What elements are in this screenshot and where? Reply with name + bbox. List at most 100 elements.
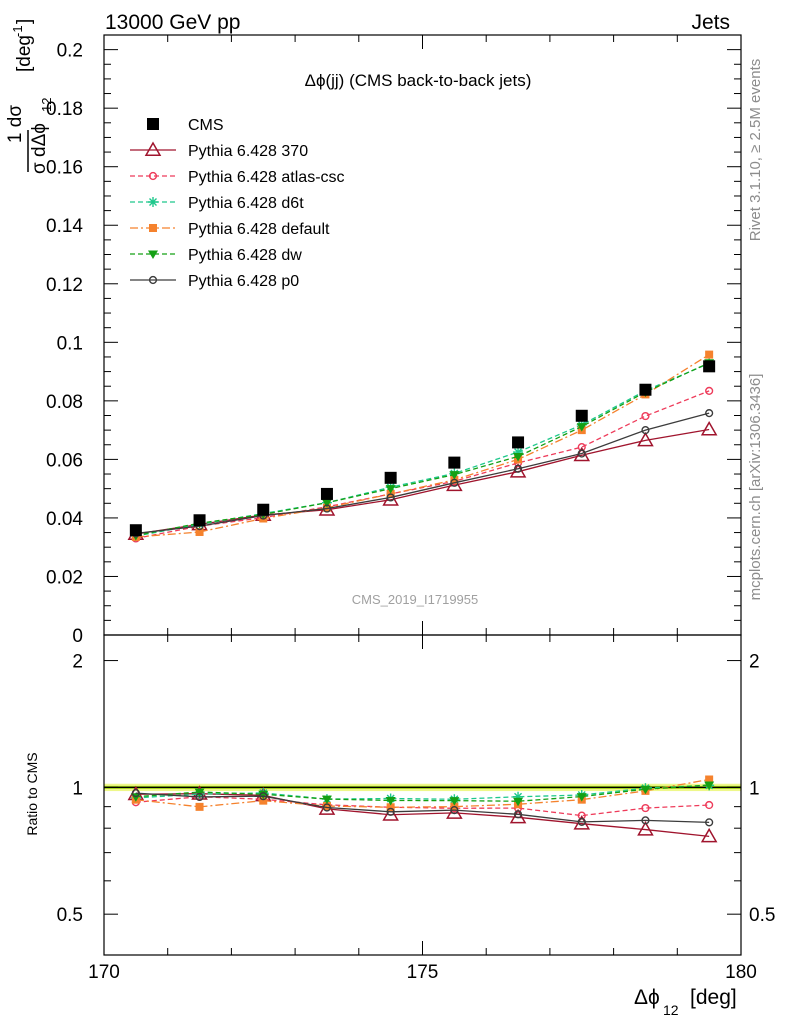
- data-point-shape: [193, 514, 206, 527]
- legend-marker-shape: [144, 141, 162, 156]
- ratio-point-shape: [386, 807, 395, 816]
- ratio-point: [704, 781, 715, 791]
- data-point: [575, 409, 588, 422]
- legend-marker: [144, 141, 162, 156]
- ratio-point-shape: [577, 817, 586, 827]
- ratio-point-shape: [641, 816, 650, 825]
- data-point: [257, 503, 270, 516]
- data-point: [512, 436, 525, 449]
- data-point-shape: [641, 426, 650, 435]
- data-point: [385, 485, 396, 494]
- data-point-shape: [449, 471, 460, 480]
- data-point: [705, 386, 714, 396]
- data-point-shape: [703, 360, 716, 373]
- ratio-y-tick-label-right: 1: [749, 778, 760, 799]
- ratio-point-shape: [258, 790, 269, 800]
- ratio-point: [705, 818, 714, 827]
- legend-label: Pythia 6.428 370: [188, 143, 308, 160]
- data-point-shape: [322, 504, 332, 513]
- data-point-shape: [257, 503, 270, 516]
- data-point-shape: [448, 456, 461, 469]
- legend-label: Pythia 6.428 atlas-csc: [188, 169, 345, 186]
- main-panel: 0 0.02 0.04 0.06 0.08 0.1 0.12 0.14 0.16 0.18 0.2 C…: [46, 34, 742, 647]
- series-pythia-6-428-p0: [131, 409, 714, 538]
- ratio-point: [641, 816, 650, 825]
- x-tick-label: 180: [725, 962, 757, 983]
- header-left: 13000 GeV pp: [105, 11, 240, 34]
- ylabel-close: ]: [14, 19, 35, 24]
- ratio-point: [386, 803, 395, 812]
- data-point-shape: [577, 449, 586, 458]
- legend-marker-shape: [148, 197, 158, 207]
- legend-item: Pythia 6.428 default: [130, 221, 330, 238]
- ratio-ylabel: Ratio to CMS: [24, 752, 40, 835]
- data-point: [705, 409, 714, 418]
- mcplots-label: mcplots.cern.ch [arXiv:1306.3436]: [747, 374, 764, 601]
- ratio-point: [513, 810, 523, 819]
- xlabel: Δϕ 12 [deg]: [634, 986, 737, 1018]
- ratio-point: [322, 802, 331, 811]
- y-tick-label: 0.12: [46, 275, 83, 296]
- y-tick-label: 0: [72, 626, 83, 647]
- data-point-shape: [576, 423, 587, 432]
- ratio-line: [135, 792, 710, 823]
- data-point-shape: [195, 527, 204, 536]
- series-pythia-6-428-dw: [130, 359, 715, 541]
- ratio-point-shape: [513, 810, 523, 819]
- header-right: Jets: [691, 11, 730, 34]
- ratio-point: [195, 802, 204, 811]
- ratio-point: [386, 807, 395, 816]
- ratio-point: [322, 803, 332, 812]
- ratio-point: [449, 797, 460, 806]
- data-point-shape: [575, 409, 588, 422]
- data-point: [450, 478, 459, 487]
- series-cms: [129, 360, 716, 537]
- legend-marker-shape: [149, 224, 157, 232]
- ratio-point-shape: [449, 797, 460, 806]
- watermark: CMS_2019_I1719955: [352, 592, 479, 607]
- ratio-point-shape: [259, 796, 268, 805]
- series-line: [135, 362, 710, 537]
- ratio-point-shape: [386, 803, 395, 812]
- ratio-line: [135, 793, 710, 838]
- ylabel-sub: 12: [39, 98, 54, 112]
- y-tick-label: 0.1: [57, 333, 83, 354]
- ratio-line: [135, 796, 710, 817]
- ratio-point: [195, 792, 204, 802]
- ratio-point: [450, 806, 459, 815]
- ratio-point: [385, 796, 396, 806]
- data-point: [129, 524, 142, 537]
- xlabel-sub: 12: [663, 1002, 679, 1018]
- ratio-point: [705, 775, 714, 784]
- data-point-shape: [641, 411, 650, 421]
- y-tick-label: 0.18: [46, 99, 83, 120]
- ratio-point-shape: [705, 800, 714, 810]
- data-point-shape: [384, 471, 397, 484]
- legend-marker-shape: [147, 118, 159, 130]
- ratio-point-shape: [322, 803, 332, 812]
- ratio-point-shape: [637, 821, 654, 836]
- ratio-point-shape: [704, 781, 715, 791]
- ratio-point-shape: [322, 802, 331, 811]
- ratio-point: [513, 797, 524, 807]
- legend-marker: [147, 118, 159, 130]
- x-tick-label: 175: [407, 962, 439, 983]
- ratio-point-shape: [700, 827, 718, 843]
- data-point-shape: [320, 487, 333, 500]
- data-point-shape: [705, 350, 714, 359]
- series-line: [135, 390, 710, 540]
- ratio-point-shape: [195, 802, 204, 811]
- ratio-point: [513, 791, 524, 802]
- legend-marker: [148, 250, 158, 259]
- ylabel-numerator: 1 dσ: [5, 105, 26, 143]
- ratio-x-axis: 170 175 180: [88, 635, 757, 983]
- ratio-y-tick-label: 2: [72, 652, 83, 673]
- y-tick-label: 0.14: [46, 216, 83, 237]
- series-pythia-6-428-d6t: [130, 358, 715, 542]
- ratio-point-shape: [641, 803, 650, 813]
- data-point-shape: [385, 485, 396, 494]
- y-tick-label: 0.08: [46, 392, 83, 413]
- ratio-point: [259, 796, 268, 805]
- ratio-point-shape: [195, 792, 204, 802]
- data-point-shape: [513, 452, 524, 462]
